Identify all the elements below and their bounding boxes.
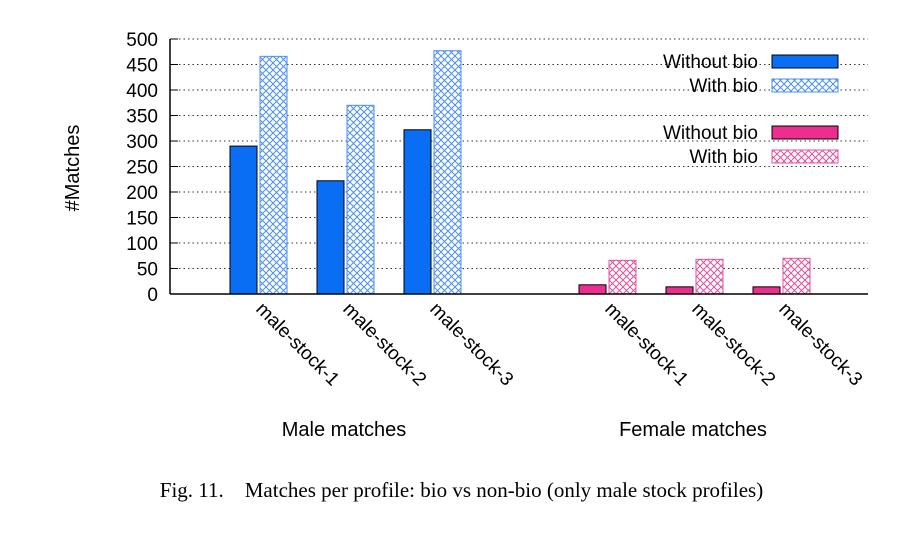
legend-swatch — [771, 54, 839, 69]
x-tick-label: male-stock-2 — [687, 299, 779, 391]
x-tick-label: male-stock-1 — [600, 299, 692, 391]
group-label: Male matches — [282, 419, 407, 441]
male-with-bio-bar-3 — [433, 50, 462, 295]
gridlines — [170, 38, 868, 269]
caption-label: Fig. 11. — [159, 478, 224, 502]
y-tick-label: 50 — [137, 260, 158, 281]
legend-label: Without bio — [663, 52, 758, 73]
y-tick-label: 500 — [126, 30, 158, 51]
female-without-bio-bar-3 — [752, 286, 781, 295]
y-tick-label: 350 — [126, 107, 158, 128]
female-with-bio-bar-3 — [782, 257, 811, 295]
bars — [229, 50, 811, 295]
y-tick-label: 200 — [126, 183, 158, 204]
caption-text: Matches per profile: bio vs non-bio (onl… — [244, 478, 764, 502]
legend-swatch — [771, 149, 839, 164]
x-tick-label: male-stock-3 — [774, 299, 866, 391]
y-tick-label: 300 — [126, 132, 158, 153]
y-axis-label: #Matches — [62, 125, 84, 212]
male-without-bio-bar-3 — [403, 129, 432, 295]
legend-label: With bio — [689, 76, 758, 97]
x-tick-label: male-stock-1 — [251, 299, 343, 391]
figure-caption: Fig. 11. Matches per profile: bio vs non… — [0, 478, 923, 503]
female-without-bio-bar-1 — [578, 284, 607, 295]
legend-swatch — [771, 125, 839, 140]
female-with-bio-bar-2 — [695, 258, 724, 295]
x-tick-label: male-stock-3 — [425, 299, 517, 391]
group-label: Female matches — [619, 419, 767, 441]
legend-label: With bio — [689, 147, 758, 168]
y-tick-label: 150 — [126, 209, 158, 230]
female-with-bio-bar-1 — [608, 259, 637, 295]
male-with-bio-bar-1 — [259, 55, 288, 295]
y-tick-label: 400 — [126, 81, 158, 102]
legend-swatch — [771, 78, 839, 93]
female-without-bio-bar-2 — [665, 286, 694, 295]
y-tick-label: 250 — [126, 158, 158, 179]
male-with-bio-bar-2 — [346, 104, 375, 295]
x-tick-label: male-stock-2 — [338, 299, 430, 391]
y-tick-label: 0 — [147, 285, 158, 306]
legend: Without bio With bio Without bio With bio — [663, 52, 839, 168]
y-tick-label: 100 — [126, 234, 158, 255]
y-tick-label: 450 — [126, 56, 158, 77]
male-without-bio-bar-2 — [316, 180, 345, 295]
legend-label: Without bio — [663, 123, 758, 144]
male-without-bio-bar-1 — [229, 145, 258, 295]
